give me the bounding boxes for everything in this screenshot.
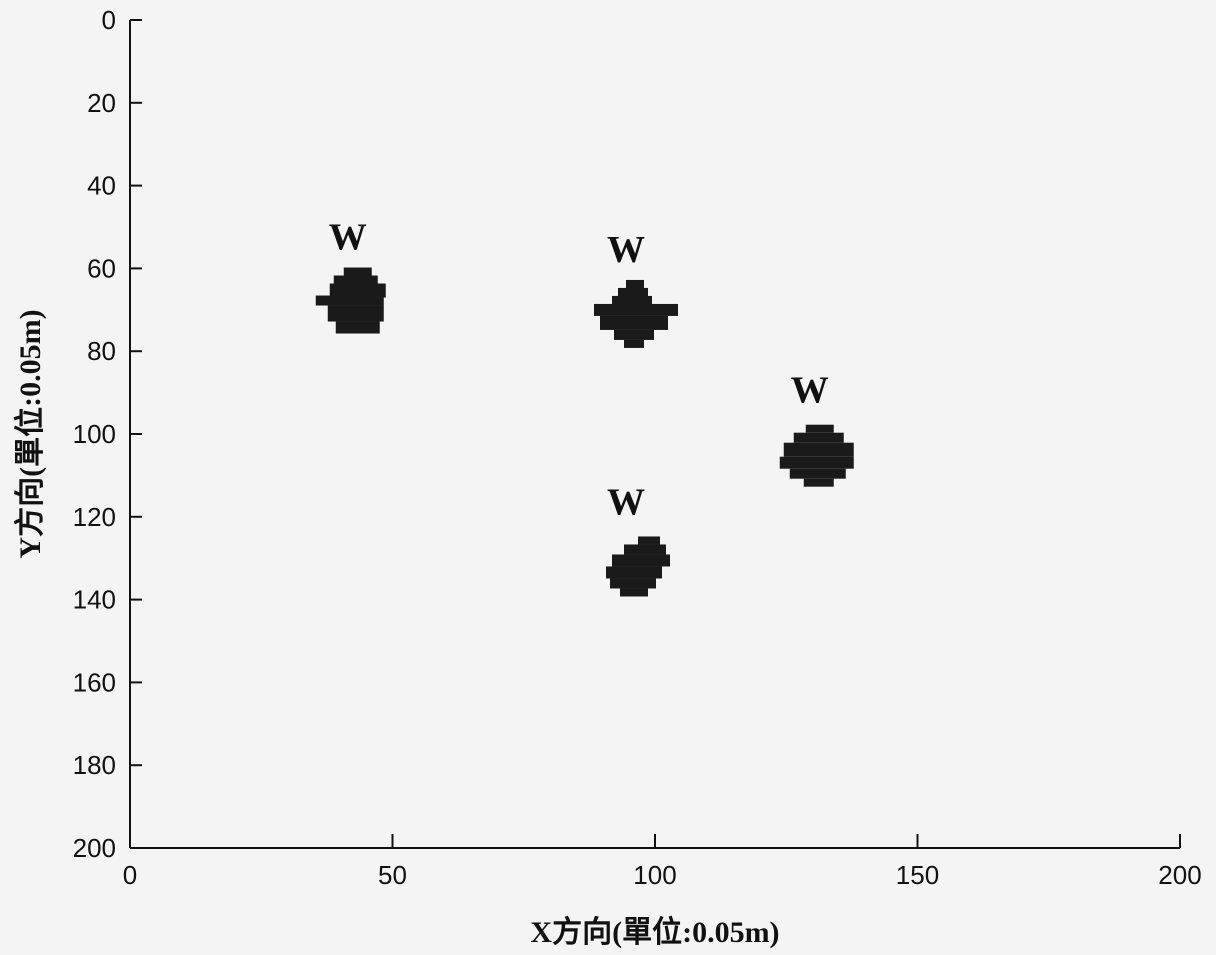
- marker-pixel: [614, 329, 654, 340]
- marker-pixel: [600, 315, 668, 330]
- marker-pixel: [329, 283, 386, 298]
- marker-pixel: [638, 536, 660, 545]
- marker-pixel: [333, 275, 378, 286]
- x-axis-label: X方向(單位:0.05m): [530, 915, 779, 949]
- marker-pixel: [624, 339, 644, 348]
- y-tick-label: 100: [73, 419, 116, 449]
- marker-pixel: [612, 295, 652, 306]
- y-tick-label: 20: [87, 88, 116, 118]
- marker-point: [594, 279, 678, 348]
- marker-pixel: [594, 303, 678, 316]
- y-tick-label: 120: [73, 502, 116, 532]
- marker-pixel: [343, 267, 372, 278]
- marker-pixel: [624, 544, 666, 555]
- y-tick-label: 40: [87, 171, 116, 201]
- marker-pixel: [610, 578, 656, 589]
- marker-point: [606, 536, 670, 597]
- x-tick-label: 100: [633, 860, 676, 890]
- marker-pixel: [612, 554, 670, 567]
- x-tick-label: 0: [123, 860, 137, 890]
- marker-label: W: [607, 481, 645, 523]
- marker-point: [315, 267, 386, 334]
- y-axis-label: Y方向(單位:0.05m): [13, 309, 47, 558]
- marker-pixel: [335, 321, 380, 334]
- y-tick-label: 200: [73, 833, 116, 863]
- marker-pixel: [618, 287, 648, 298]
- marker-pixel: [783, 442, 854, 457]
- marker-pixel: [803, 478, 834, 487]
- marker-pixel: [789, 468, 846, 479]
- marker-label: W: [607, 229, 645, 271]
- y-tick-label: 160: [73, 667, 116, 697]
- x-tick-label: 200: [1158, 860, 1201, 890]
- y-tick-label: 80: [87, 336, 116, 366]
- marker-pixel: [606, 566, 662, 579]
- marker-pixel: [779, 456, 854, 469]
- axes: [129, 20, 1180, 849]
- marker-label: W: [329, 217, 367, 259]
- data-points: W W W W: [315, 217, 854, 597]
- y-tick-label: 140: [73, 585, 116, 615]
- marker-pixel: [327, 305, 384, 322]
- x-tick-label: 50: [378, 860, 407, 890]
- marker-pixel: [315, 295, 384, 306]
- marker-pixel: [620, 588, 648, 597]
- y-tick-label: 60: [87, 253, 116, 283]
- marker-pixel: [626, 279, 644, 290]
- marker-point: [779, 424, 854, 487]
- marker-label: W: [791, 370, 829, 412]
- x-tick-label: 150: [896, 860, 939, 890]
- marker-pixel: [793, 432, 844, 443]
- y-tick-label: 180: [73, 750, 116, 780]
- y-tick-label: 0: [102, 5, 116, 35]
- marker-pixel: [805, 424, 834, 433]
